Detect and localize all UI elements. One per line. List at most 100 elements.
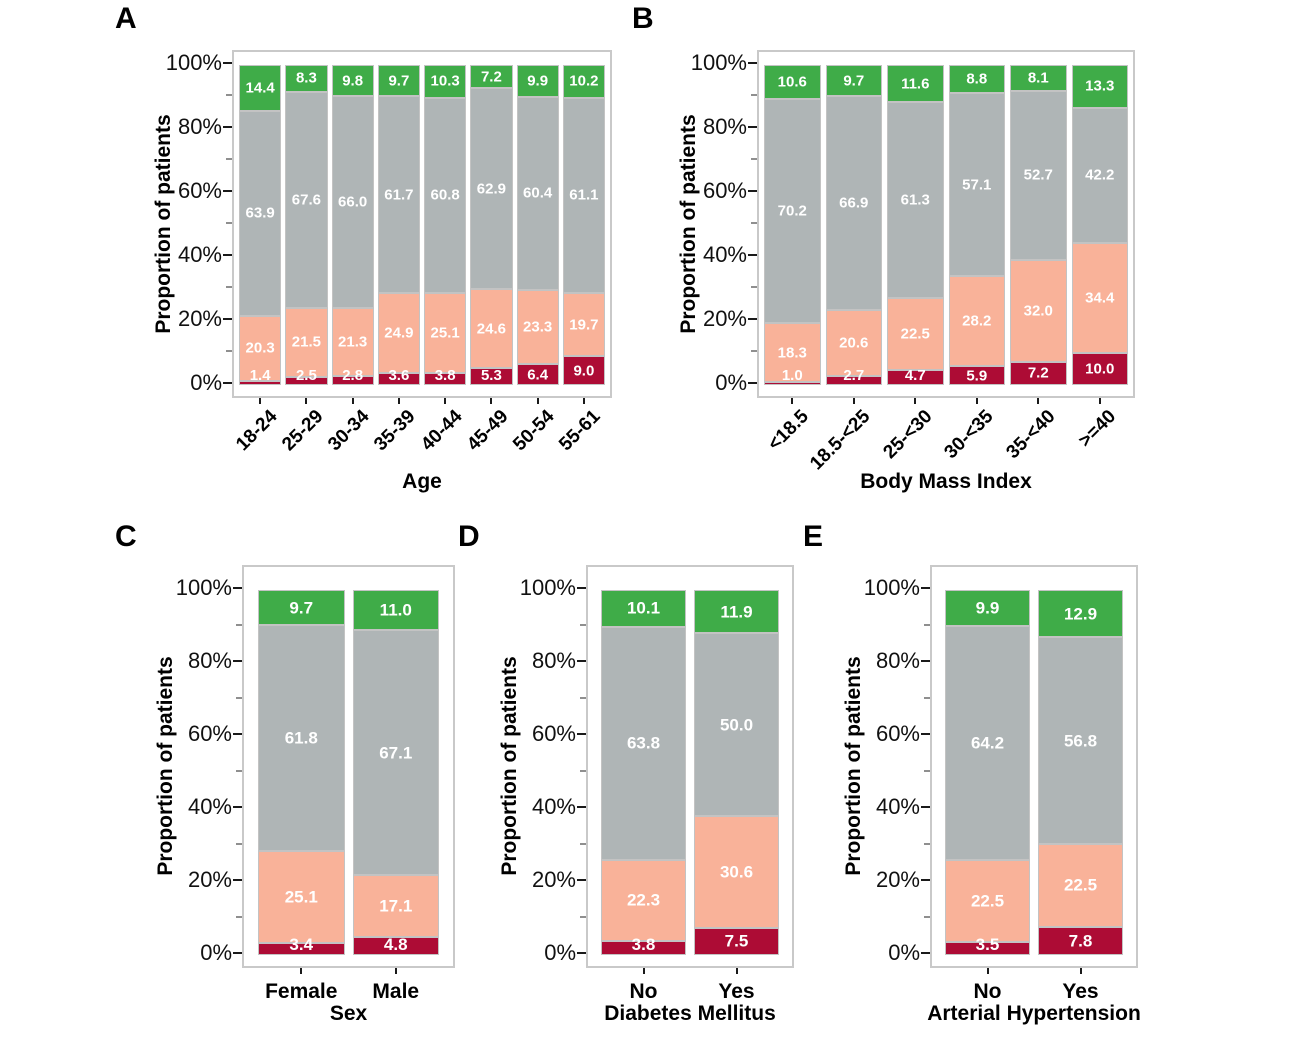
panel-a-x-tick (444, 398, 447, 404)
panel-c-y-axis-title: Proportion of patients (154, 656, 177, 876)
panel-b-value-label: 34.4 (1085, 289, 1115, 307)
panel-c-value-label: 3.4 (289, 934, 314, 954)
panel-e-segment-green: 12.9 (1038, 590, 1123, 638)
panel-e-x-tick (986, 968, 989, 974)
panel-a-segment-peach: 24.9 (377, 293, 420, 374)
panel-a-y-major-tick (223, 318, 232, 320)
panel-b-x-tick-label: <18.5 (764, 406, 814, 455)
panel-a-value-label: 21.5 (291, 333, 321, 351)
panel-a-value-label: 62.9 (476, 180, 506, 198)
panel-a-segment-gray: 60.8 (424, 97, 467, 293)
panel-b-x-tick-label: 18.5-<25 (806, 406, 875, 475)
panel-b-y-minor-tick (751, 350, 757, 352)
panel-c-y-minor-tick (236, 769, 242, 772)
panel-b-segment-peach: 18.3 (764, 323, 821, 382)
panel-a-y-tick-label: 40% (177, 242, 222, 267)
panel-a-x-tick (582, 398, 585, 404)
panel-a-segment-gray: 62.9 (470, 88, 513, 290)
panel-e-y-minor-tick (924, 842, 930, 845)
panel-d-y-tick-label: 0% (544, 940, 576, 965)
panel-d-y-minor-tick (580, 769, 586, 772)
panel-a-value-label: 2.8 (342, 366, 364, 384)
panel-b-value-label: 5.9 (966, 367, 988, 385)
panel-c-y-major-tick (233, 952, 242, 954)
panel-b-segment-green: 13.3 (1071, 65, 1128, 108)
panel-b-bar-25-<30: 11.6 61.3 22.5 4.7 (887, 65, 944, 385)
panel-b-value-label: 57.1 (962, 176, 992, 194)
panel-e-segment-green: 9.9 (945, 590, 1030, 627)
panel-b-value-label: 28.2 (962, 312, 992, 330)
panel-a-segment-peach: 25.1 (424, 292, 467, 373)
panel-e-bar-Yes: 12.9 56.8 22.5 7.8 (1038, 590, 1123, 955)
panel-d-y-minor-tick (580, 696, 586, 699)
panel-a-bar-35-39: 9.7 61.7 24.9 3.6 (377, 65, 420, 385)
panel-b-bars: 10.6 70.2 18.3 1.0 9.7 66.9 20.6 2.7 11.6 61.3 22.… (764, 65, 1128, 385)
panel-b-value-label: 22.5 (900, 325, 930, 343)
panel-b-y-tick-label: 80% (702, 114, 747, 139)
panel-c-y-minor-tick (236, 915, 242, 918)
panel-d-value-label: 10.1 (626, 598, 661, 618)
panel-b-segment-green: 8.8 (948, 65, 1005, 94)
panel-a-value-label: 8.3 (295, 69, 317, 87)
panel-a-value-label: 3.6 (388, 366, 410, 384)
panel-a-bars: 14.4 63.9 20.3 1.4 8.3 67.6 21.5 2.5 9.8 66.0 21.3… (239, 65, 605, 385)
panel-e-bars: 9.9 64.2 22.5 3.5 12.9 56.8 22.5 7.8 (945, 590, 1123, 955)
panel-a-value-label: 6.4 (527, 366, 549, 384)
panel-a-x-tick-label: 25-29 (278, 406, 328, 456)
panel-a-x-tick (259, 398, 262, 404)
panel-b-value-label: 8.1 (1027, 69, 1049, 87)
panel-c-value-label: 9.7 (289, 598, 314, 618)
panel-a-segment-peach: 23.3 (516, 289, 559, 365)
panel-a-y-tick-label: 80% (177, 114, 222, 139)
panel-e-y-axis-title: Proportion of patients (842, 656, 865, 876)
panel-a-y-major-tick (223, 126, 232, 128)
panel-e-y-tick-label: 40% (875, 794, 920, 819)
panel-b-y-tick-label: 20% (702, 306, 747, 331)
panel-c-y-tick-label: 0% (200, 940, 232, 965)
panel-b-segment-gray: 42.2 (1071, 107, 1128, 243)
panel-a-value-label: 10.3 (430, 72, 460, 90)
panel-c-value-label: 11.0 (379, 600, 412, 620)
panel-a-value-label: 1.4 (249, 366, 271, 384)
panel-c-value-label: 61.8 (284, 728, 318, 748)
panel-a-segment-gray: 61.7 (377, 96, 420, 294)
panel-e-x-tick-label: Yes (1062, 980, 1099, 1003)
panel-b-segment-green: 10.6 (764, 65, 821, 99)
panel-a-x-tick-label: 40-44 (416, 406, 466, 456)
panel-c-segment-peach: 17.1 (352, 875, 439, 938)
panel-a-x-tick-label: 55-61 (555, 406, 605, 456)
panel-a-value-label: 9.0 (573, 362, 595, 380)
panel-a-segment-gray: 60.4 (516, 96, 559, 290)
panel-b-segment-green: 9.7 (825, 65, 882, 97)
panel-e-y-minor-tick (924, 915, 930, 918)
panel-a-value-label: 14.4 (245, 79, 275, 97)
panel-d-y-minor-tick (580, 623, 586, 626)
panel-a-value-label: 2.5 (295, 366, 317, 384)
panel-e-y-minor-tick (924, 769, 930, 772)
panel-a-bar-55-61: 10.2 61.1 19.7 9.0 (562, 65, 605, 385)
panel-b-segment-crimson: 2.7 (825, 368, 882, 385)
panel-a-y-major-tick (223, 190, 232, 192)
panel-a-value-label: 19.7 (569, 316, 599, 334)
panel-c-y-major-tick (233, 879, 242, 881)
panel-d-x-tick-label: Yes (718, 980, 755, 1003)
panel-d-y-minor-tick (580, 915, 586, 918)
panel-b-value-label: 66.9 (839, 194, 869, 212)
panel-a-x-tick (305, 398, 308, 404)
panel-d-bar-No: 10.1 63.8 22.3 3.8 (601, 590, 686, 955)
panel-a-value-label: 25.1 (430, 324, 460, 342)
panel-a-y-major-tick (223, 382, 232, 384)
panel-a-value-label: 21.3 (338, 333, 368, 351)
panel-b-segment-peach: 32.0 (1010, 259, 1067, 362)
panel-b-bar-<18.5: 10.6 70.2 18.3 1.0 (764, 65, 821, 385)
panel-b-segment-green: 11.6 (887, 65, 944, 103)
panel-a-segment-crimson: 3.6 (377, 368, 420, 385)
panel-b-value-label: 9.7 (843, 72, 865, 90)
panel-a-y-major-tick (223, 62, 232, 64)
panel-b-y-tick-label: 40% (702, 242, 747, 267)
panel-a-x-tick-label: 50-54 (509, 406, 559, 456)
panel-d-x-tick (735, 968, 738, 974)
panel-b-y-tick-label: 0% (715, 370, 747, 395)
panel-a-segment-crimson: 2.8 (331, 368, 374, 385)
panel-e-x-tick (1079, 968, 1082, 974)
